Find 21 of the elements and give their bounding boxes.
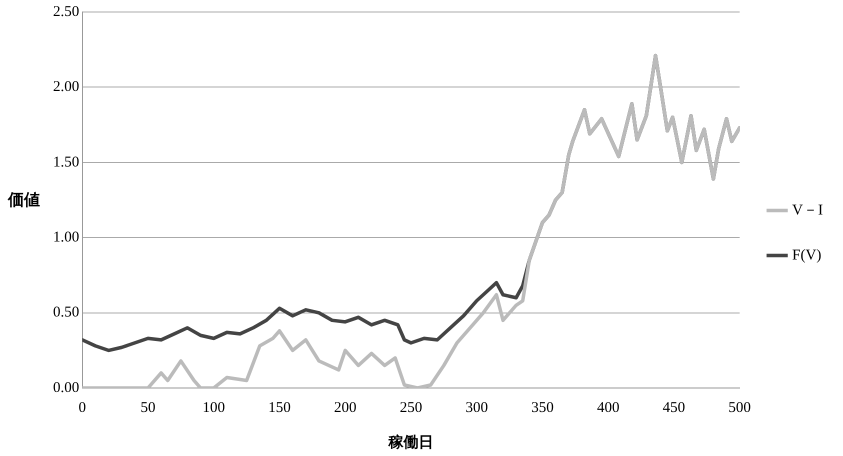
y-tick-label: 0.50 (53, 304, 80, 321)
x-axis-title: 稼働日 (387, 432, 434, 451)
x-tick-label: 0 (78, 400, 86, 416)
legend-label: V－I (792, 202, 824, 218)
legend-label: F(V) (792, 247, 822, 264)
x-tick-label: 250 (400, 400, 422, 416)
x-tick-label: 350 (531, 400, 554, 416)
y-tick-label: 2.00 (53, 79, 80, 96)
x-tick-label: 50 (140, 400, 156, 416)
x-tick-label: 150 (268, 400, 291, 416)
y-tick-label: 1.00 (53, 230, 80, 246)
y-axis-title: 価値 (8, 190, 40, 211)
y-tick-label: 1.50 (53, 154, 80, 170)
x-tick-label: 300 (465, 400, 488, 416)
y-tick-label: 2.50 (53, 4, 80, 20)
x-tick-label: 200 (334, 400, 356, 416)
x-tick-label: 400 (596, 400, 620, 416)
x-tick-label: 500 (728, 400, 751, 416)
y-tick-label: 0.00 (53, 380, 80, 396)
x-tick-label: 450 (662, 400, 686, 416)
x-tick-label: 100 (202, 400, 225, 416)
